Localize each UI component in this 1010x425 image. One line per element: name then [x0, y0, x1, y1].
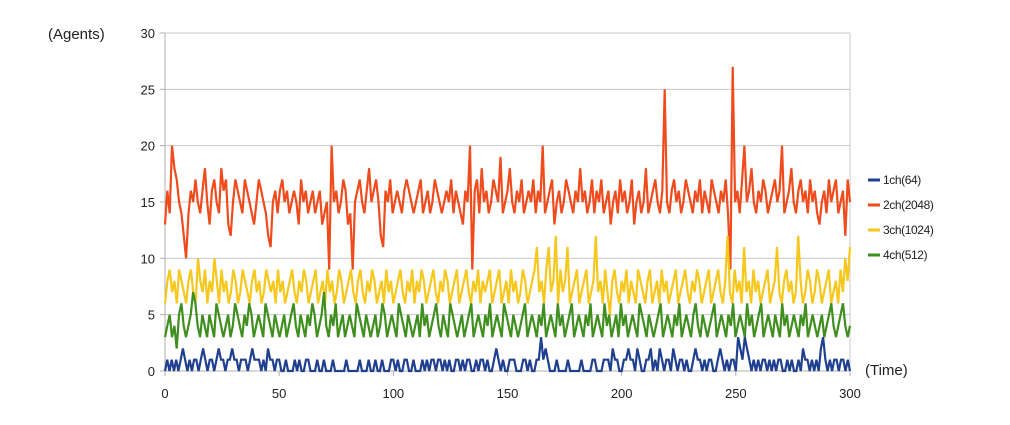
series-line-2ch-2048-	[163, 66, 852, 270]
legend-label: 1ch(64)	[883, 173, 921, 187]
y-tick-label: 30	[141, 26, 155, 41]
x-tick-label: 300	[839, 386, 861, 401]
x-axis-label: (Time)	[865, 362, 908, 379]
y-tick-label: 10	[141, 251, 155, 266]
series-line-4ch-512-	[163, 291, 852, 349]
legend-label: 4ch(512)	[883, 248, 928, 262]
x-tick-label: 200	[611, 386, 633, 401]
legend-label: 3ch(1024)	[883, 223, 934, 237]
y-axis-label: (Agents)	[48, 26, 105, 43]
y-tick-label: 25	[141, 82, 155, 97]
x-tick-label: 250	[725, 386, 747, 401]
legend-label: 2ch(2048)	[883, 198, 934, 212]
x-tick-label: 0	[161, 386, 168, 401]
y-tick-label: 0	[148, 364, 155, 379]
x-tick-label: 100	[382, 386, 404, 401]
y-tick-label: 20	[141, 139, 155, 154]
x-tick-label: 50	[272, 386, 286, 401]
y-tick-label: 15	[141, 195, 155, 210]
series-layer	[163, 66, 852, 373]
y-tick-label: 5	[148, 308, 155, 323]
series-line-1ch-64-	[163, 336, 852, 373]
series-line-3ch-1024-	[163, 235, 852, 315]
legend: 1ch(64) 2ch(2048) 3ch(1024) 4ch(512)	[868, 173, 934, 262]
x-tick-label: 150	[497, 386, 519, 401]
